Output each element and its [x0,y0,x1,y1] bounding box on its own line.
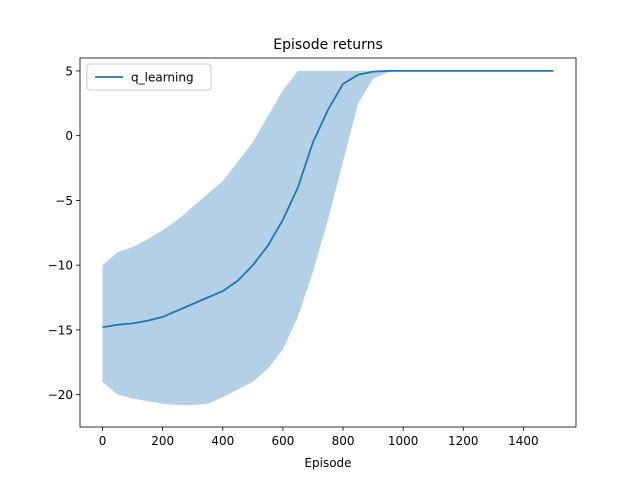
chart-title: Episode returns [273,37,383,53]
legend-box [86,63,212,91]
axes-frame [79,57,577,428]
y-axis-ticks: −20 −15 −10 −5 0 5 [48,64,80,402]
y-tick-label: −15 [48,323,73,337]
x-axis-label: Episode [304,456,351,470]
x-tick-label: 0 [99,434,107,448]
x-tick-label: 200 [151,434,174,448]
x-tick-label: 400 [211,434,234,448]
y-tick-label: −20 [48,388,73,402]
x-tick-label: 800 [332,434,355,448]
y-tick-label: 5 [65,64,73,78]
x-axis-ticks: 0 200 400 600 800 1000 1200 1400 [99,427,539,448]
y-tick-label: −10 [48,259,73,273]
legend: q_learning [86,63,212,91]
x-tick-label: 1000 [388,434,419,448]
x-tick-label: 1200 [448,434,479,448]
x-tick-label: 1400 [508,434,539,448]
plot-area [102,70,554,406]
x-tick-label: 600 [271,434,294,448]
series-line-q_learning [102,70,554,329]
confidence-band [102,70,554,406]
legend-label: q_learning [131,71,194,85]
y-tick-label: 0 [65,129,73,143]
y-tick-label: −5 [55,194,73,208]
